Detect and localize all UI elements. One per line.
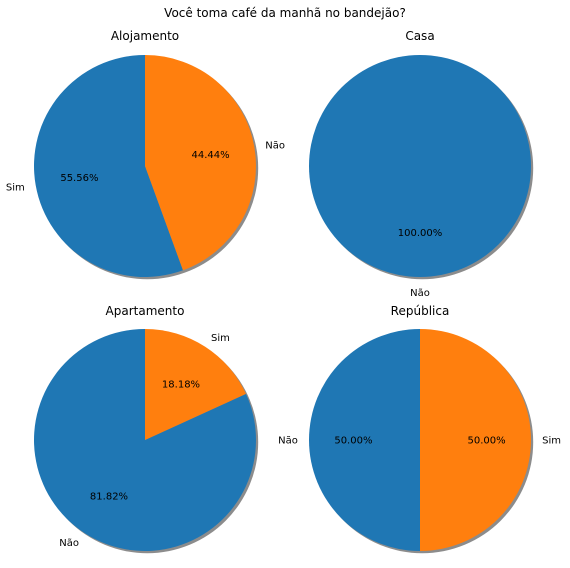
pie-title: Casa <box>405 29 434 43</box>
pie-slice-sim <box>145 329 246 440</box>
figure-title: Você toma café da manhã no bandejão? <box>164 6 406 20</box>
pie-slice-sim <box>33 55 183 277</box>
slice-percent-label: 55.56% <box>60 173 98 184</box>
pie-slice-sim <box>420 329 531 551</box>
slice-category-label: Não <box>278 436 298 447</box>
slice-category-label: Não <box>59 538 79 549</box>
slice-percent-label: 50.00% <box>468 436 506 447</box>
pie-charts: Alojamento 55.56% Sim 44.44% Não Casa 100.00% N… <box>6 29 561 554</box>
pie-slice-n-o <box>309 55 531 277</box>
pie-title: Alojamento <box>111 29 179 43</box>
slice-category-label: Sim <box>542 436 561 447</box>
pie-3: Apartamento 81.82% Não 18.18% Sim <box>34 304 259 554</box>
slice-category-label: Não <box>410 288 430 299</box>
pie-title: Apartamento <box>106 304 185 318</box>
pie-slice-n-o <box>309 329 420 551</box>
slice-percent-label: 81.82% <box>90 492 128 503</box>
slice-category-label: Não <box>265 140 285 151</box>
slice-percent-label: 44.44% <box>192 150 230 161</box>
slice-category-label: Sim <box>211 333 230 344</box>
slice-category-label: Sim <box>6 183 25 194</box>
slice-percent-label: 50.00% <box>334 436 372 447</box>
pie-title: República <box>391 304 450 318</box>
pie-4: República 50.00% Não 50.00% Sim <box>278 304 561 554</box>
pie-slice-n-o <box>145 55 256 271</box>
pie-1: Alojamento 55.56% Sim 44.44% Não <box>6 29 285 280</box>
slice-percent-label: 100.00% <box>398 228 443 239</box>
slice-percent-label: 18.18% <box>162 379 200 390</box>
pie-2: Casa 100.00% Não <box>309 29 534 299</box>
